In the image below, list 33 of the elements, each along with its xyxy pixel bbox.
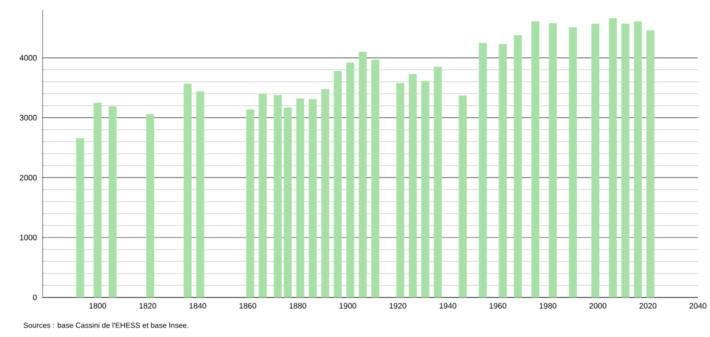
bar (284, 108, 292, 298)
bar (646, 30, 654, 298)
bar (108, 106, 117, 298)
bar (421, 81, 430, 298)
bar (396, 82, 404, 298)
bar (434, 66, 442, 298)
bar (274, 94, 282, 298)
bar (568, 27, 577, 298)
bar (308, 99, 317, 298)
bar (634, 21, 642, 298)
bar (296, 98, 304, 298)
bar (531, 21, 540, 298)
bar (408, 74, 417, 298)
bar (478, 42, 487, 298)
bar (371, 60, 380, 298)
bar (334, 70, 342, 298)
bar (184, 84, 192, 298)
bar (346, 62, 354, 298)
bar (498, 44, 507, 298)
bar (321, 88, 330, 298)
bar (548, 23, 557, 298)
bar (358, 52, 367, 298)
bar (246, 109, 254, 298)
bar (514, 35, 522, 298)
bar (458, 96, 467, 298)
bar (621, 24, 630, 298)
bar (608, 18, 617, 298)
bar (591, 24, 600, 298)
bar (258, 94, 267, 298)
bar (94, 102, 102, 298)
bar (146, 114, 154, 298)
bar (76, 138, 84, 298)
bar (196, 91, 204, 298)
